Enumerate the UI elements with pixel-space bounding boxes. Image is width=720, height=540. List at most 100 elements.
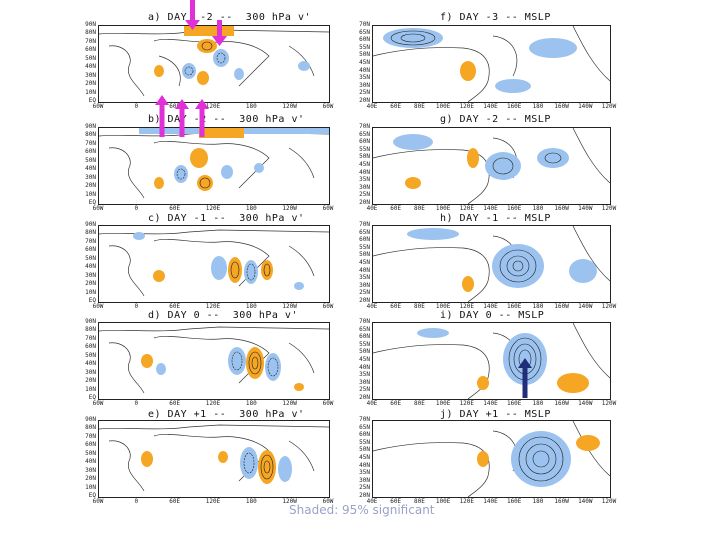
right-y-tick-label: 20N — [359, 199, 370, 206]
left-y-tick-label: EQ — [88, 97, 96, 104]
right-y-tick-label: 55N — [359, 145, 370, 153]
left-x-tick-label: 120W — [282, 103, 297, 110]
right-x-tick-label: 120E — [459, 400, 475, 407]
left-x-tick-label: 60W — [92, 103, 104, 110]
right-y-tick-label: 65N — [359, 228, 370, 236]
right-y-tick-label: 55N — [359, 340, 370, 348]
left-x-tick-label: 120E — [205, 205, 221, 212]
arrow-down-magenta-icon — [185, 0, 227, 46]
right-x-tick-label: 100E — [435, 303, 451, 310]
left-y-tick-label: 20N — [85, 280, 96, 288]
right-x-tick-label: 60E — [390, 103, 402, 110]
left-y-tick-label: 10N — [85, 483, 96, 491]
left-y-tick-label: 60N — [85, 46, 96, 54]
panel-a-map — [98, 25, 330, 103]
right-y-tick-label: 40N — [359, 363, 370, 371]
right-y-tick-label: 55N — [359, 438, 370, 446]
left-x-tick-label: 60W — [322, 400, 334, 407]
left-y-tick-label: 50N — [85, 156, 96, 164]
left-y-tick-label: 70N — [85, 432, 96, 440]
left-y-tick-label: 50N — [85, 54, 96, 62]
left-y-tick-label: 80N — [85, 29, 96, 37]
right-y-tick-label: 45N — [359, 356, 370, 363]
right-y-tick-label: 40N — [359, 168, 370, 176]
right-x-tick-label: 140W — [578, 498, 593, 505]
left-y-tick-label: 40N — [85, 165, 96, 173]
right-y-tick-label: 45N — [359, 259, 370, 266]
right-x-tick-label: 160E — [506, 205, 522, 212]
right-x-tick-label: 100E — [435, 205, 451, 212]
right-x-tick-label: 120E — [459, 103, 475, 110]
right-y-tick-label: 25N — [359, 484, 370, 492]
left-y-tick-label: 90N — [85, 123, 96, 130]
right-y-tick-label: 30N — [359, 81, 370, 89]
panel-f-title: f) DAY -3 -- MSLP — [440, 12, 551, 23]
right-y-tick-label: 30N — [359, 281, 370, 289]
panel-d-plot — [99, 326, 329, 394]
right-x-tick-label: 40E — [366, 400, 378, 407]
right-y-tick-label: 25N — [359, 191, 370, 199]
right-x-tick-label: 120W — [601, 205, 617, 212]
right-y-tick-label: 50N — [359, 348, 370, 356]
panel-c-plot — [99, 229, 329, 297]
right-x-tick-label: 40E — [366, 103, 378, 110]
right-y-tick-label: 60N — [359, 138, 370, 146]
right-y-tick-label: 20N — [359, 394, 370, 401]
right-x-tick-label: 60E — [390, 498, 402, 505]
panel-j-plot — [373, 421, 610, 497]
panel-h-plot — [373, 226, 610, 302]
right-x-tick-label: 140W — [578, 400, 593, 407]
right-y-tick-label: 40N — [359, 461, 370, 469]
left-x-tick-label: 120W — [282, 205, 297, 212]
left-y-tick-label: 90N — [85, 221, 96, 228]
left-y-tick-label: 10N — [85, 88, 96, 96]
right-x-tick-label: 140E — [483, 205, 498, 212]
right-x-tick-label: 120W — [601, 103, 617, 110]
left-x-tick-label: 60W — [92, 205, 104, 212]
left-x-tick-label: 120W — [282, 400, 297, 407]
right-y-tick-label: 50N — [359, 153, 370, 161]
left-y-tick-label: 30N — [85, 271, 96, 279]
left-x-tick-label: 120E — [205, 400, 221, 407]
left-y-tick-label: 40N — [85, 458, 96, 466]
right-x-tick-label: 180 — [532, 205, 544, 212]
right-y-tick-label: 20N — [359, 97, 370, 104]
right-x-tick-label: 80E — [413, 498, 425, 505]
right-y-tick-label: 25N — [359, 289, 370, 297]
right-x-tick-label: 180 — [532, 400, 544, 407]
panel-e-map — [98, 420, 330, 498]
panel-h-title: h) DAY -1 -- MSLP — [440, 213, 551, 224]
arrow-up-navy-icon — [518, 358, 532, 398]
left-x-tick-label: 120E — [205, 303, 221, 310]
panel-g-plot — [373, 128, 610, 204]
left-y-tick-label: 90N — [85, 416, 96, 423]
right-x-tick-label: 120E — [459, 498, 475, 505]
left-y-tick-label: 70N — [85, 37, 96, 45]
panel-d-title: d) DAY 0 -- 300 hPa v' — [148, 310, 298, 321]
panel-a-title: a) DAY -2 -- 300 hPa v' — [148, 12, 312, 23]
right-y-tick-label: 35N — [359, 371, 370, 379]
right-y-tick-label: 25N — [359, 386, 370, 394]
left-y-tick-label: 90N — [85, 318, 96, 325]
right-y-tick-label: 55N — [359, 43, 370, 51]
left-x-tick-label: 120W — [282, 303, 297, 310]
left-x-tick-label: 120E — [205, 103, 221, 110]
left-x-tick-label: 60E — [169, 205, 181, 212]
right-x-tick-label: 160E — [506, 103, 522, 110]
right-x-tick-label: 160W — [554, 303, 569, 310]
right-y-tick-label: 45N — [359, 59, 370, 66]
panel-d-map — [98, 322, 330, 400]
panel-i-title: i) DAY 0 -- MSLP — [440, 310, 545, 321]
left-y-tick-label: 50N — [85, 449, 96, 457]
left-y-tick-label: 30N — [85, 368, 96, 376]
right-x-tick-label: 100E — [435, 400, 451, 407]
right-y-tick-label: 35N — [359, 274, 370, 282]
right-x-tick-label: 100E — [435, 498, 451, 505]
right-x-tick-label: 80E — [413, 303, 425, 310]
left-y-tick-label: 40N — [85, 63, 96, 71]
left-x-tick-label: 60W — [92, 498, 104, 505]
right-x-tick-label: 40E — [366, 498, 378, 505]
right-x-tick-label: 160E — [506, 498, 522, 505]
right-y-tick-label: 30N — [359, 476, 370, 484]
right-y-tick-label: 20N — [359, 492, 370, 499]
